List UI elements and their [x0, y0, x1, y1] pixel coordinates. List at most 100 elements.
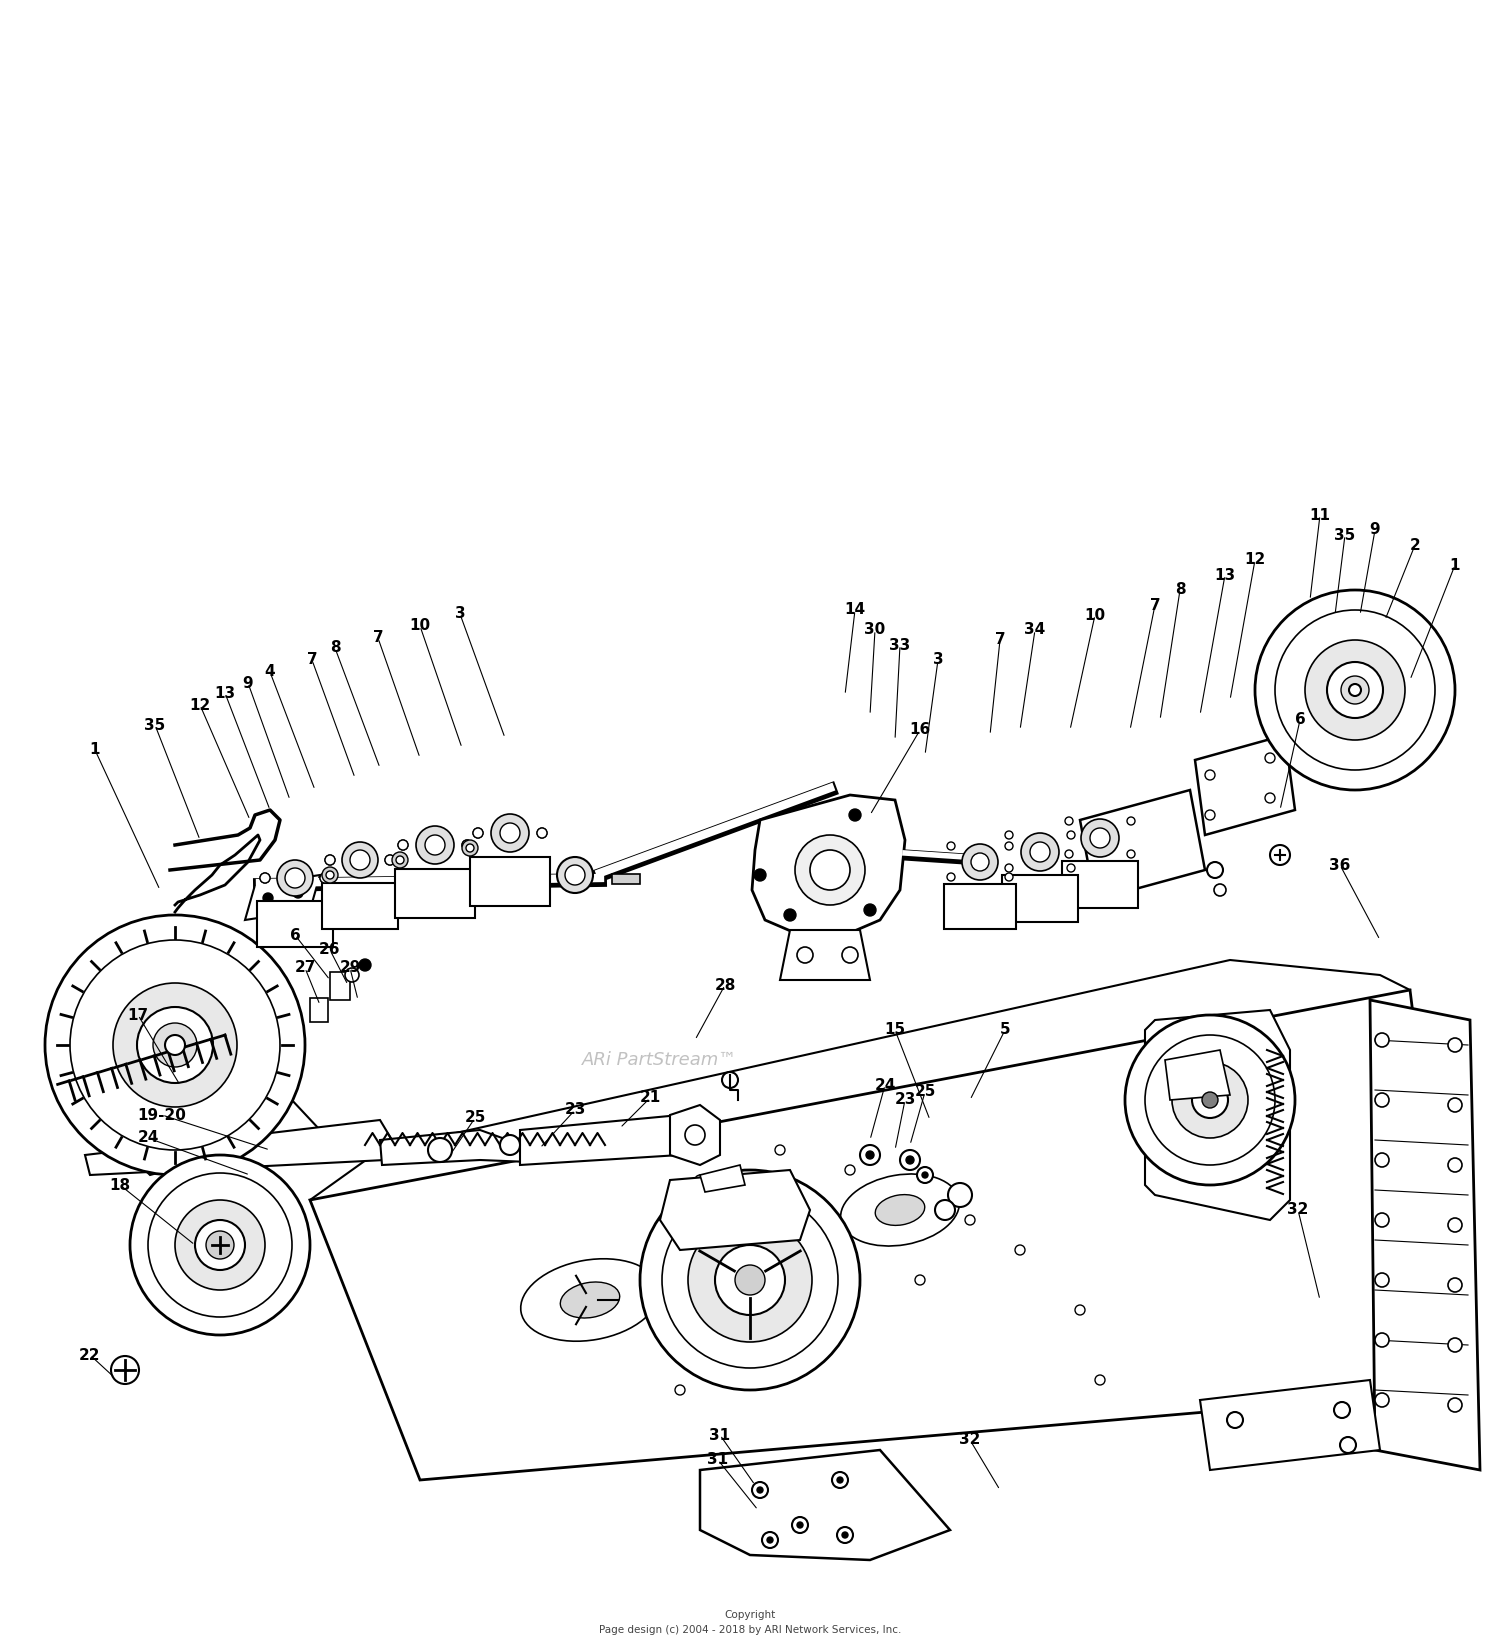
- Text: 6: 6: [290, 927, 300, 943]
- Circle shape: [556, 857, 592, 894]
- Circle shape: [342, 843, 378, 877]
- Text: 34: 34: [1024, 623, 1045, 638]
- Text: 35: 35: [144, 717, 165, 732]
- Circle shape: [1264, 793, 1275, 803]
- Text: 31: 31: [708, 1452, 729, 1467]
- Circle shape: [358, 960, 370, 971]
- Circle shape: [427, 1138, 451, 1161]
- Circle shape: [946, 872, 956, 881]
- Text: 13: 13: [214, 686, 236, 700]
- Text: 21: 21: [639, 1090, 660, 1105]
- Circle shape: [844, 1165, 855, 1175]
- Polygon shape: [670, 1105, 720, 1165]
- Circle shape: [320, 872, 330, 884]
- Circle shape: [1005, 872, 1013, 881]
- Circle shape: [948, 1183, 972, 1208]
- Circle shape: [1341, 676, 1370, 704]
- Polygon shape: [310, 990, 1460, 1480]
- Circle shape: [1126, 818, 1136, 824]
- Circle shape: [1376, 1032, 1389, 1047]
- Circle shape: [1192, 1082, 1228, 1118]
- Bar: [256, 900, 333, 947]
- Text: 10: 10: [1084, 608, 1106, 623]
- Circle shape: [810, 851, 850, 890]
- Circle shape: [1172, 1062, 1248, 1138]
- Text: Page design (c) 2004 - 2018 by ARI Network Services, Inc.: Page design (c) 2004 - 2018 by ARI Netwo…: [598, 1626, 902, 1635]
- Text: 29: 29: [339, 960, 360, 975]
- Circle shape: [176, 1199, 266, 1290]
- Circle shape: [1202, 1092, 1218, 1108]
- Circle shape: [398, 839, 408, 851]
- Text: 2: 2: [1410, 537, 1420, 552]
- Text: 7: 7: [372, 631, 384, 646]
- Circle shape: [472, 828, 483, 838]
- Circle shape: [262, 894, 273, 904]
- Circle shape: [849, 809, 861, 821]
- Bar: [394, 869, 476, 919]
- Circle shape: [1448, 1398, 1462, 1412]
- Circle shape: [640, 1170, 860, 1389]
- Circle shape: [392, 852, 408, 867]
- Circle shape: [322, 867, 338, 884]
- Circle shape: [285, 867, 304, 889]
- Bar: [944, 884, 1016, 928]
- Polygon shape: [1144, 1009, 1290, 1219]
- Circle shape: [766, 1536, 772, 1543]
- Circle shape: [1376, 1333, 1389, 1346]
- Circle shape: [1016, 1246, 1025, 1256]
- Polygon shape: [752, 795, 904, 935]
- Circle shape: [1095, 1374, 1106, 1384]
- Circle shape: [500, 823, 520, 843]
- Circle shape: [922, 1171, 928, 1178]
- Circle shape: [1264, 753, 1275, 763]
- Text: 32: 32: [960, 1432, 981, 1447]
- Circle shape: [802, 852, 818, 867]
- Text: 36: 36: [1329, 857, 1350, 872]
- Circle shape: [416, 826, 454, 864]
- Circle shape: [1030, 843, 1050, 862]
- Circle shape: [694, 1175, 705, 1184]
- Circle shape: [206, 1231, 234, 1259]
- Text: 7: 7: [994, 633, 1005, 648]
- Circle shape: [688, 1218, 812, 1341]
- Circle shape: [260, 872, 270, 884]
- Circle shape: [837, 1526, 854, 1543]
- Circle shape: [1305, 639, 1406, 740]
- Circle shape: [1082, 819, 1119, 857]
- Circle shape: [398, 839, 408, 851]
- Circle shape: [865, 1151, 874, 1160]
- Text: 26: 26: [320, 943, 340, 958]
- Circle shape: [462, 839, 472, 851]
- Circle shape: [675, 1384, 686, 1394]
- Circle shape: [795, 834, 865, 905]
- Circle shape: [1334, 1403, 1350, 1417]
- Circle shape: [1090, 828, 1110, 847]
- Bar: [330, 971, 350, 999]
- Bar: [310, 998, 328, 1023]
- Circle shape: [537, 828, 548, 838]
- Text: 32: 32: [1287, 1203, 1308, 1218]
- Circle shape: [1448, 1158, 1462, 1171]
- Circle shape: [112, 983, 237, 1107]
- Circle shape: [796, 1521, 802, 1528]
- Circle shape: [796, 947, 813, 963]
- Circle shape: [260, 872, 270, 884]
- Circle shape: [111, 1356, 140, 1384]
- Circle shape: [350, 851, 370, 871]
- Text: 35: 35: [1335, 527, 1356, 542]
- Circle shape: [906, 1156, 914, 1165]
- Polygon shape: [86, 1120, 394, 1175]
- Circle shape: [1076, 1305, 1084, 1315]
- Circle shape: [722, 1072, 738, 1089]
- Circle shape: [934, 1199, 956, 1219]
- Polygon shape: [700, 1450, 950, 1559]
- Text: Copyright: Copyright: [724, 1611, 776, 1621]
- Ellipse shape: [520, 1259, 660, 1341]
- Circle shape: [1376, 1153, 1389, 1166]
- Ellipse shape: [840, 1175, 960, 1246]
- Circle shape: [1448, 1037, 1462, 1052]
- Text: 17: 17: [128, 1008, 148, 1023]
- Circle shape: [864, 904, 876, 915]
- Text: 12: 12: [1245, 552, 1266, 568]
- Text: 28: 28: [714, 978, 735, 993]
